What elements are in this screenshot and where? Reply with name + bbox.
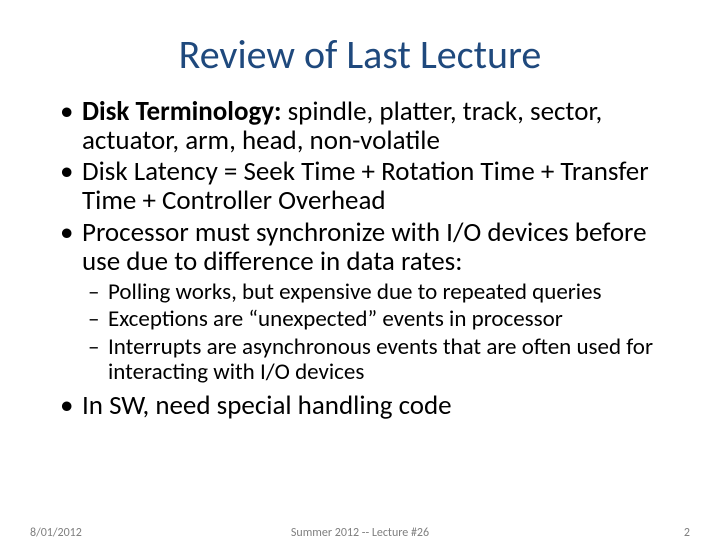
footer-center: Summer 2012 -- Lecture #26 — [0, 526, 720, 540]
sub-bullet-item: Polling works, but expensive due to repe… — [88, 280, 670, 305]
bullet-item: Disk Terminology: spindle, platter, trac… — [60, 97, 670, 155]
slide-title: Review of Last Lecture — [40, 30, 680, 79]
bullet-list: Disk Terminology: spindle, platter, trac… — [40, 97, 680, 420]
sub-bullet-list: Polling works, but expensive due to repe… — [60, 280, 670, 385]
sub-bullet-item: Interrupts are asynchronous events that … — [88, 335, 670, 386]
footer-page-number: 2 — [684, 526, 690, 540]
bullet-item: Disk Latency = Seek Time + Rotation Time… — [60, 157, 670, 215]
sub-bullet-item: Exceptions are “unexpected” events in pr… — [88, 307, 670, 332]
slide: Review of Last Lecture Disk Terminology:… — [0, 0, 720, 540]
bullet-item: In SW, need special handling code — [60, 391, 670, 420]
bullet-bold: Disk Terminology: — [82, 95, 282, 128]
bullet-item: Processor must synchronize with I/O devi… — [60, 218, 670, 276]
